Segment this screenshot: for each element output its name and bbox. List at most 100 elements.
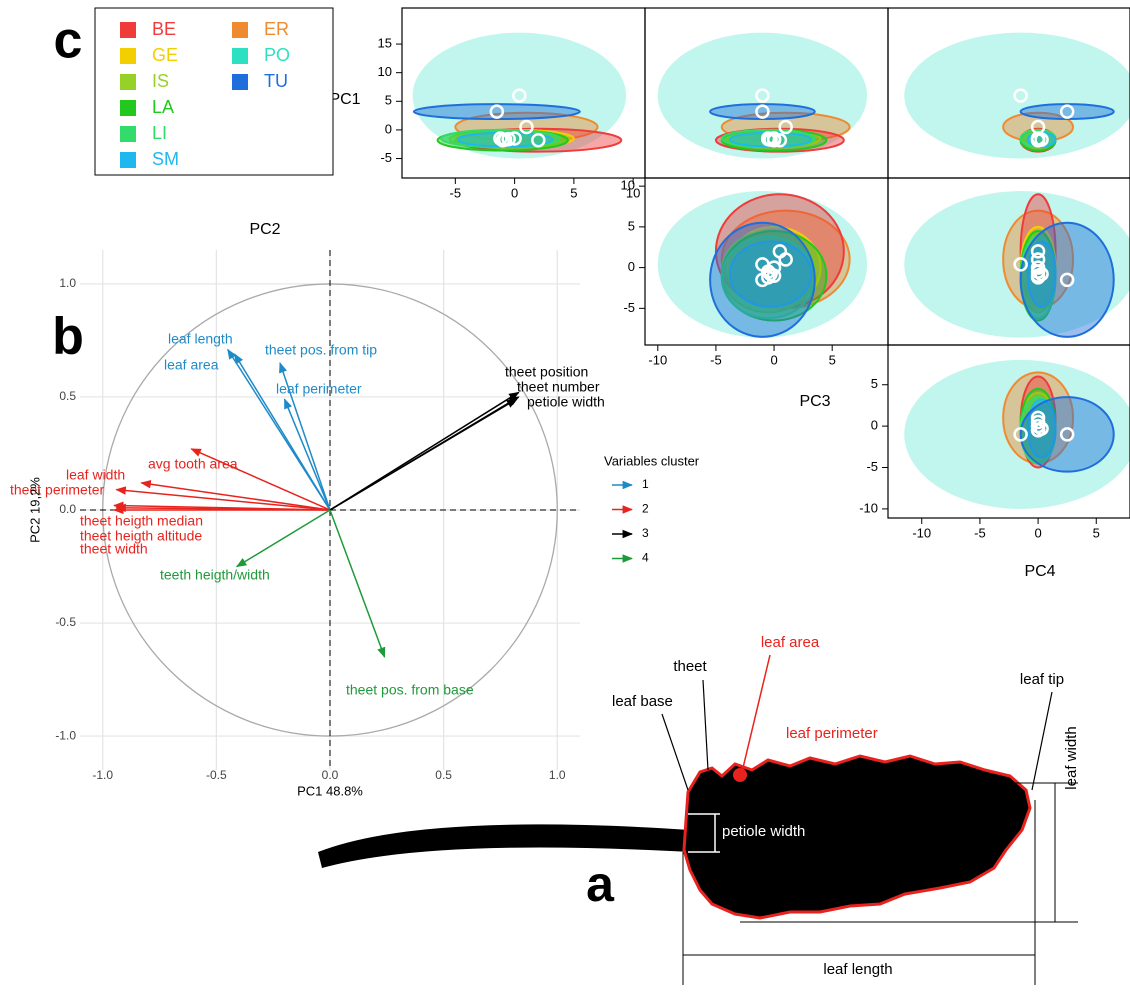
x-axis-label: PC1 48.8% <box>297 783 363 798</box>
scatter-panel <box>904 191 1130 338</box>
scatter-panel <box>658 191 867 338</box>
y-tick-label: 5 <box>871 376 878 391</box>
x-tick-label: -5 <box>450 185 462 200</box>
panel-label: b <box>52 308 84 366</box>
y-tick-label: -5 <box>866 459 878 474</box>
legend-label: BE <box>152 19 176 39</box>
leaf-area-pointer <box>742 655 770 772</box>
leaf-base-pointer <box>662 714 688 790</box>
petiole-shape <box>318 824 690 868</box>
leaf-perimeter-label: leaf perimeter <box>786 725 878 742</box>
legend-title: Variables cluster <box>604 453 700 468</box>
leaf-area-label: leaf area <box>761 634 820 651</box>
x-tick-label: 10 <box>626 185 640 200</box>
x-tick-label: -5 <box>710 352 722 367</box>
x-tick-label: 5 <box>570 185 577 200</box>
y-tick-label: 0.0 <box>59 502 76 516</box>
legend-label: GE <box>152 45 178 65</box>
leaf-length-label: leaf length <box>823 961 892 978</box>
variable-label: leaf area <box>164 357 219 373</box>
y-tick-label: 5 <box>385 93 392 108</box>
x-tick-label: -0.5 <box>206 768 227 782</box>
variable-label: theet heigth median <box>80 513 203 529</box>
y-tick-label: 1.0 <box>59 276 76 290</box>
theet-pointer <box>703 680 708 770</box>
y-tick-label: 0 <box>628 259 635 274</box>
y-tick-label: -1.0 <box>55 728 76 742</box>
variable-label: theet perimeter <box>10 482 104 498</box>
legend-label: 4 <box>642 551 649 565</box>
legend-swatch <box>120 152 136 168</box>
group-cloud <box>904 33 1130 159</box>
x-tick-label: 0.5 <box>435 768 452 782</box>
legend-swatch <box>120 100 136 116</box>
variable-label: theet width <box>80 541 148 557</box>
variable-label: avg tooth area <box>148 456 238 472</box>
legend-label: LI <box>152 123 167 143</box>
legend-label: ER <box>264 19 289 39</box>
leaf-tip-pointer <box>1032 692 1052 790</box>
petiole-width-label: petiole width <box>722 823 805 840</box>
legend-label: IS <box>152 71 169 91</box>
variable-name: PC2 <box>249 221 280 238</box>
theet-label: theet <box>673 658 707 675</box>
y-tick-label: 0 <box>871 418 878 433</box>
variable-label: leaf perimeter <box>276 381 362 397</box>
panel-label: c <box>54 12 83 70</box>
variable-label: theet pos. from tip <box>265 342 377 358</box>
legend-swatch <box>120 126 136 142</box>
leaf-tip-label: leaf tip <box>1020 671 1064 688</box>
x-tick-label: -10 <box>648 352 667 367</box>
legend-label: 1 <box>642 477 649 491</box>
y-axis-label: PC2 19,2% <box>27 477 42 543</box>
variable-label: theet pos. from base <box>346 682 474 698</box>
legend-label: TU <box>264 71 288 91</box>
legend-swatch <box>232 22 248 38</box>
page: {"chart_data": [ {"type": "pairs", "pane… <box>0 0 1130 994</box>
variable-label: teeth heigth/width <box>160 567 270 583</box>
y-tick-label: 10 <box>378 64 392 79</box>
scatter-panel <box>658 33 867 159</box>
legend-swatch <box>232 74 248 90</box>
loading-arrow <box>116 490 330 510</box>
y-tick-label: -5 <box>623 300 635 315</box>
x-tick-label: 5 <box>829 352 836 367</box>
legend-swatch <box>120 22 136 38</box>
variable-label: leaf width <box>66 467 125 483</box>
legend-label: 2 <box>642 502 649 516</box>
y-tick-label: -10 <box>859 500 878 515</box>
y-tick-label: 15 <box>378 35 392 50</box>
legend-label: LA <box>152 97 174 117</box>
variable-label: theet number <box>517 379 600 395</box>
y-tick-label: 0.5 <box>59 389 76 403</box>
legend-label: SM <box>152 149 179 169</box>
y-tick-label: -5 <box>380 150 392 165</box>
x-tick-label: -10 <box>912 525 931 540</box>
x-tick-label: -5 <box>974 525 986 540</box>
x-tick-label: 0 <box>770 352 777 367</box>
variable-name: PC4 <box>1024 563 1055 580</box>
variable-name: PC3 <box>799 393 830 410</box>
y-tick-label: 5 <box>628 218 635 233</box>
x-tick-label: 1.0 <box>549 768 566 782</box>
loading-arrow <box>235 354 330 510</box>
scatter-panel <box>413 33 626 159</box>
variable-label: leaf length <box>168 331 233 347</box>
x-tick-label: 0 <box>511 185 518 200</box>
x-tick-label: -1.0 <box>92 768 113 782</box>
variable-label: petiole width <box>527 394 605 410</box>
figure: leaf area theet leaf tip leaf base leaf … <box>0 0 1130 994</box>
leaf-width-label: leaf width <box>1063 726 1080 789</box>
scatter-panel <box>904 360 1130 509</box>
y-tick-label: 0 <box>385 121 392 136</box>
legend-swatch <box>232 48 248 64</box>
loading-arrow <box>237 510 330 567</box>
loading-arrow <box>330 399 516 510</box>
leaf-area-dot <box>733 768 747 782</box>
panel-label: a <box>586 856 615 912</box>
x-tick-label: 0.0 <box>322 768 339 782</box>
x-tick-label: 5 <box>1093 525 1100 540</box>
scatter-panel <box>904 33 1130 159</box>
variable-name: PC1 <box>329 91 360 108</box>
leaf-base-label: leaf base <box>612 693 673 710</box>
